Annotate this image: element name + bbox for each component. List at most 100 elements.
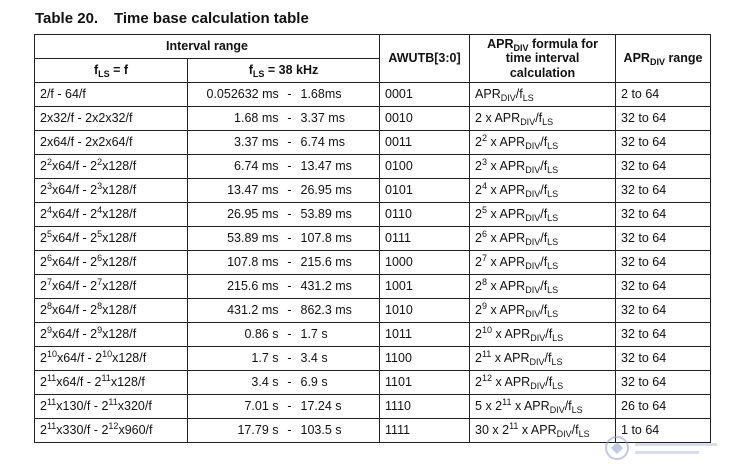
cell-apr-range: 32 to 64 [615,274,712,299]
cell-apr-range: 32 to 64 [615,202,712,227]
header-apr-range: APRDIV range [615,34,712,83]
cell-fls-f: 29x64/f - 29x128/f [34,322,188,347]
cell-fls-38khz: 3.37 ms -6.74 ms [186,130,381,155]
cell-apr-range: 32 to 64 [615,250,712,275]
cell-apr-range: 32 to 64 [615,346,712,371]
cell-awutb: 1011 [379,322,471,347]
interval-end: 1.7 s [300,327,328,342]
cell-awutb: 0010 [379,106,471,131]
cell-apr-range: 32 to 64 [615,226,712,251]
table-row: 210x64/f - 210x128/f 1.7 s -3.4 s 1100 211 x… [34,346,712,371]
header-row-1: Interval range AWUTB[3:0] APRDIV formula… [33,34,712,83]
interval-value: 1.68 ms -3.37 ms [207,112,361,125]
cell-apr-formula: APRDIV/fLS [469,82,617,107]
interval-start: 7.01 s [244,399,279,414]
interval-start: 17.79 s [237,423,279,438]
table-body: 2/f - 64/f 0.052632 ms -1.68ms 0001 APRDIV/f… [34,82,712,443]
interval-value: 1.7 s -3.4 s [207,352,361,365]
cell-apr-formula: 25 x APRDIV/fLS [469,202,617,227]
table-row: 27x64/f - 27x128/f 215.6 ms -431.2 ms 1001 2… [34,274,712,299]
interval-start: 1.7 s [251,351,279,366]
cell-apr-formula: 28 x APRDIV/fLS [469,274,617,299]
cell-fls-f: 2/f - 64/f [34,82,188,107]
table-row: 22x64/f - 22x128/f 6.74 ms -13.47 ms 0100 23… [34,154,712,179]
cell-fls-38khz: 17.79 s -103.5 s [186,418,381,443]
interval-start: 3.37 ms [234,135,279,150]
interval-dash: - [287,423,292,438]
interval-end: 1.68ms [300,87,342,102]
cell-fls-f: 27x64/f - 27x128/f [34,274,188,299]
interval-start: 107.8 ms [227,255,279,270]
interval-start: 431.2 ms [227,303,279,318]
interval-dash: - [287,231,292,246]
cell-awutb: 1111 [379,418,471,443]
cell-awutb: 1000 [379,250,471,275]
interval-value: 215.6 ms -431.2 ms [207,280,361,293]
table-row: 211x64/f - 211x128/f 3.4 s -6.9 s 1101 212 x… [34,370,712,395]
cell-fls-f: 26x64/f - 26x128/f [34,250,188,275]
interval-dash: - [287,303,292,318]
cell-fls-f: 23x64/f - 23x128/f [34,178,188,203]
interval-end: 215.6 ms [300,255,352,270]
interval-end: 13.47 ms [300,159,352,174]
interval-end: 17.24 s [300,399,342,414]
interval-value: 6.74 ms -13.47 ms [207,160,361,173]
cell-apr-formula: 22 x APRDIV/fLS [469,130,617,155]
interval-value: 0.86 s -1.7 s [207,328,361,341]
interval-value: 17.79 s -103.5 s [207,424,361,437]
cell-fls-f: 22x64/f - 22x128/f [34,154,188,179]
cell-fls-38khz: 26.95 ms -53.89 ms [186,202,381,227]
interval-value: 0.052632 ms -1.68ms [207,88,361,101]
cell-awutb: 1010 [379,298,471,323]
table-row: 23x64/f - 23x128/f 13.47 ms -26.95 ms 0101 2… [34,178,712,203]
cell-fls-38khz: 3.4 s -6.9 s [186,370,381,395]
header-fls-38khz: fLS = 38 kHz [186,58,381,83]
table-row: 25x64/f - 25x128/f 53.89 ms -107.8 ms 0111 2… [34,226,712,251]
cell-apr-range: 32 to 64 [615,130,712,155]
cell-fls-38khz: 0.052632 ms -1.68ms [186,82,381,107]
time-base-table: Interval range AWUTB[3:0] APRDIV formula… [33,34,712,443]
interval-value: 431.2 ms -862.3 ms [207,304,361,317]
interval-value: 7.01 s -17.24 s [207,400,361,413]
cell-apr-range: 32 to 64 [615,370,712,395]
cell-awutb: 0111 [379,226,471,251]
table-number: Table 20. [35,10,99,27]
cell-fls-38khz: 6.74 ms -13.47 ms [186,154,381,179]
interval-dash: - [287,183,292,198]
table-caption: Table 20. Time base calculation table [35,10,309,27]
cell-fls-f: 211x330/f - 212x960/f [34,418,188,443]
cell-fls-38khz: 13.47 ms -26.95 ms [186,178,381,203]
interval-end: 103.5 s [300,423,342,438]
cell-apr-range: 1 to 64 [615,418,712,443]
interval-end: 26.95 ms [300,183,352,198]
interval-start: 13.47 ms [227,183,279,198]
header-awutb: AWUTB[3:0] [379,34,471,83]
table-row: 2/f - 64/f 0.052632 ms -1.68ms 0001 APRDIV/f… [34,82,712,107]
cell-apr-range: 26 to 64 [615,394,712,419]
cell-apr-range: 32 to 64 [615,178,712,203]
cell-fls-38khz: 215.6 ms -431.2 ms [186,274,381,299]
cell-apr-formula: 212 x APRDIV/fLS [469,370,617,395]
header-fls-f: fLS = f [34,58,188,83]
cell-apr-range: 32 to 64 [615,322,712,347]
cell-apr-formula: 29 x APRDIV/fLS [469,298,617,323]
table-row: 2x32/f - 2x2x32/f 1.68 ms -3.37 ms 0010 2 x … [34,106,712,131]
header-apr-formula: APRDIV formula for time interval calcula… [469,34,617,83]
cell-awutb: 0110 [379,202,471,227]
cell-awutb: 1100 [379,346,471,371]
cell-fls-f: 211x64/f - 211x128/f [34,370,188,395]
table-row: 26x64/f - 26x128/f 107.8 ms -215.6 ms 1000 2… [34,250,712,275]
interval-dash: - [287,111,292,126]
interval-dash: - [287,327,292,342]
header-interval-range: Interval range [33,34,381,59]
cell-fls-38khz: 7.01 s -17.24 s [186,394,381,419]
cell-apr-formula: 211 x APRDIV/fLS [469,346,617,371]
table-row: 28x64/f - 28x128/f 431.2 ms -862.3 ms 1010 2… [34,298,712,323]
interval-dash: - [287,135,292,150]
cell-fls-f: 25x64/f - 25x128/f [34,226,188,251]
cell-fls-f: 2x64/f - 2x2x64/f [34,130,188,155]
interval-start: 53.89 ms [227,231,279,246]
interval-value: 3.4 s -6.9 s [207,376,361,389]
interval-end: 3.37 ms [300,111,345,126]
interval-start: 6.74 ms [234,159,279,174]
